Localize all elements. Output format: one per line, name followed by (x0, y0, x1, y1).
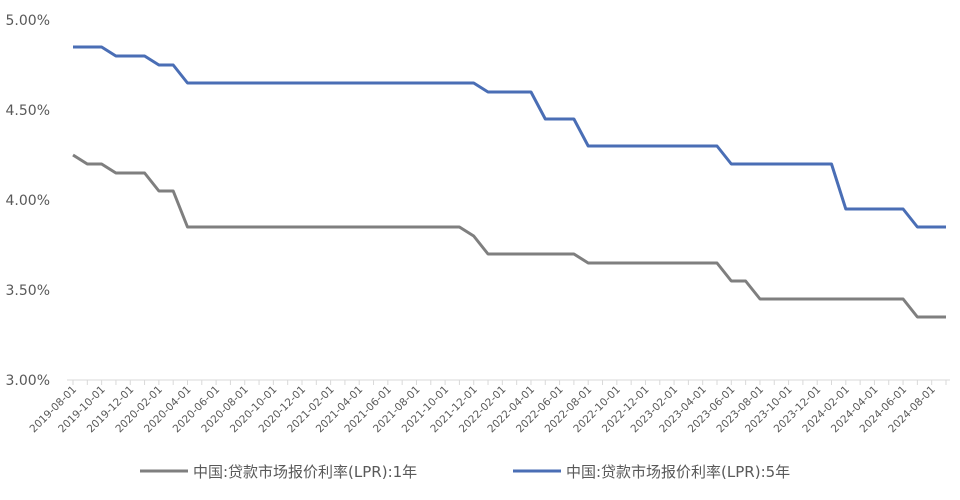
y-tick-label: 5.00% (6, 13, 50, 29)
y-tick-label: 3.00% (6, 373, 50, 389)
y-tick-label: 3.50% (6, 283, 50, 299)
x-axis: 2019-08-012019-10-012019-12-012020-02-01… (27, 379, 950, 435)
legend-label: 中国:贷款市场报价利率(LPR):1年 (193, 463, 417, 481)
y-tick-label: 4.00% (6, 193, 50, 209)
series-line-5y (73, 45, 946, 229)
y-axis: 3.00% 3.50% 4.00% 4.50% 5.00% (6, 13, 50, 389)
series-layer (72, 45, 946, 319)
legend-label: 中国:贷款市场报价利率(LPR):5年 (566, 463, 790, 481)
legend: 中国:贷款市场报价利率(LPR):1年 中国:贷款市场报价利率(LPR):5年 (140, 463, 790, 481)
y-tick-label: 4.50% (6, 103, 50, 119)
series-line-1y (72, 153, 946, 319)
